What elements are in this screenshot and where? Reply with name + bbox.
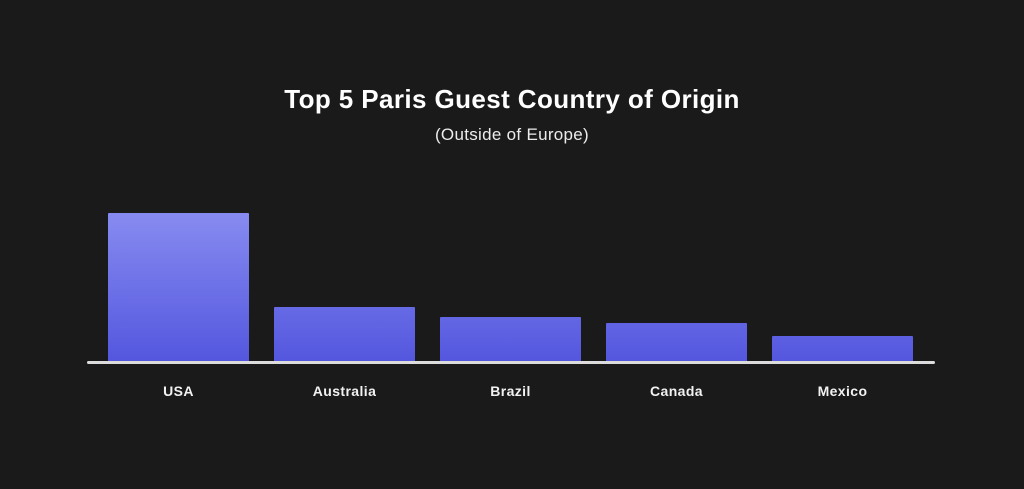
chart-subtitle: (Outside of Europe) (434, 125, 590, 145)
chart-header: Top 5 Paris Guest Country of Origin (Out… (0, 84, 1024, 145)
plot-area (87, 213, 935, 361)
bar-usa (108, 213, 249, 361)
bar-canada (606, 323, 747, 361)
bar-brazil (440, 317, 581, 361)
bar-mexico (772, 336, 913, 361)
bar-chart: USA Australia Brazil Canada Mexico (87, 213, 935, 413)
axis-label-canada: Canada (650, 383, 703, 399)
axis-label-mexico: Mexico (817, 383, 868, 399)
x-axis-baseline (87, 361, 935, 364)
x-axis-labels: USA Australia Brazil Canada Mexico (87, 383, 935, 413)
bar-australia (274, 307, 415, 361)
axis-label-usa: USA (163, 383, 194, 399)
chart-title: Top 5 Paris Guest Country of Origin (284, 84, 740, 114)
axis-label-brazil: Brazil (490, 383, 531, 399)
axis-label-australia: Australia (312, 383, 377, 399)
